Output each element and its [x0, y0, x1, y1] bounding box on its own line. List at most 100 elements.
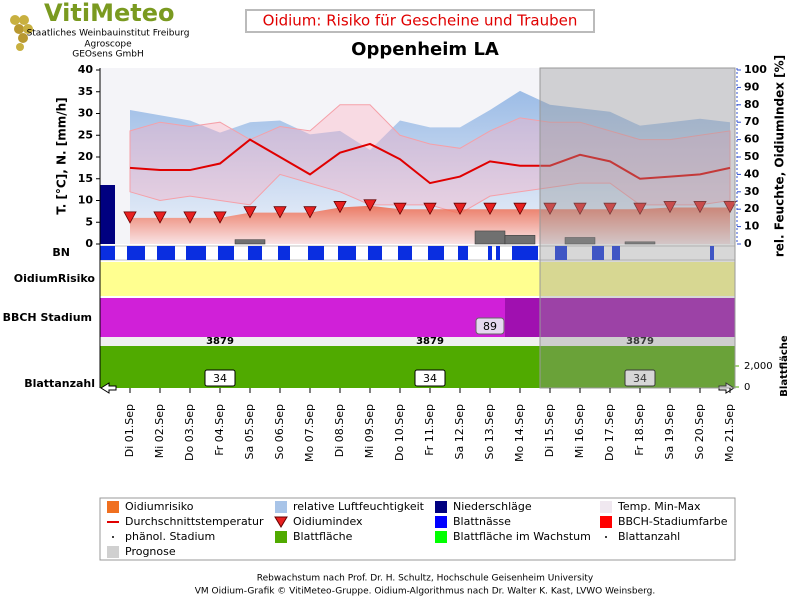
oidium-marker: [573, 202, 587, 216]
bbch-label: 89: [483, 320, 497, 333]
x-tick-label: Fr 18.Sep: [633, 404, 646, 456]
y3-tick-label: 0: [744, 382, 750, 393]
leaf-wetness: [100, 246, 714, 260]
oidium-marker: [303, 206, 317, 219]
legend-swatch: [435, 516, 447, 528]
oidium-marker: [183, 211, 197, 224]
legend-label: phänol. Stadium: [125, 530, 215, 543]
legend-box: [99, 497, 736, 561]
oidium-marker: [363, 199, 377, 212]
oidium-marker: [243, 206, 257, 219]
x-tick-label: So 20.Sep: [693, 404, 706, 459]
y-axis-label: T. [°C], N. [mm/h]: [55, 97, 69, 214]
oidium-marker: [333, 201, 347, 214]
legend-label: Oidiumrisiko: [125, 500, 194, 513]
y2-tick-label: 0: [744, 237, 752, 250]
leaf-count: 34: [423, 372, 437, 385]
legend-label: Blattfläche: [293, 530, 353, 543]
x-tick-label: Fr 04.Sep: [213, 404, 226, 456]
oidium-marker: [543, 202, 557, 216]
y-tick-label: 25: [78, 128, 93, 141]
forecast-region: [539, 67, 736, 389]
precipitation-early: [100, 185, 115, 244]
oidium-marker: [423, 202, 437, 216]
y2-tick-label: 30: [744, 185, 760, 198]
legend-swatch: [107, 546, 119, 558]
leaf-count: 34: [633, 372, 647, 385]
row-label: BN: [52, 246, 70, 259]
x-tick-label: Di 08.Sep: [333, 404, 346, 457]
bbch-row: [100, 298, 505, 337]
x-tick-label: Mo 14.Sep: [513, 404, 526, 462]
leaf-count-box: [414, 369, 446, 387]
y-tick-label: 35: [78, 85, 93, 98]
legend-swatch: [605, 536, 607, 538]
y2-tick-label: 40: [744, 167, 760, 180]
institute: Staatliches Weinbauinstitut Freiburg: [27, 29, 190, 39]
oidium-marker: [273, 206, 287, 219]
y-tick-label: 10: [78, 194, 94, 207]
x-tick-label: Fr 11.Sep: [423, 404, 436, 456]
oidium-marker: [513, 202, 527, 216]
title-box: [245, 9, 595, 33]
oidium-marker: [483, 202, 497, 216]
legend-swatch: [275, 501, 287, 513]
y2-tick-label: 70: [744, 115, 760, 128]
phenol-label: 3879: [206, 336, 234, 347]
y2-tick-label: 60: [744, 133, 760, 146]
logo: [10, 15, 33, 51]
legend-swatch: [600, 501, 612, 513]
x-tick-label: Do 03.Sep: [183, 404, 196, 461]
footer: Rebwachstum nach Prof. Dr. H. Schultz, H…: [257, 574, 594, 584]
scroll-arrow: [100, 382, 117, 394]
y-tick-label: 40: [78, 63, 94, 76]
phenol-row: [100, 337, 735, 346]
y3-tick-label: 2,000: [744, 361, 773, 372]
y-tick-label: 15: [78, 172, 93, 185]
precipitation-bar: [474, 230, 506, 245]
oidium-marker: [633, 202, 647, 216]
legend-label: Blattfläche im Wachstum: [453, 530, 591, 543]
row-label: OidiumRisiko: [14, 272, 96, 285]
oidium-marker: [693, 201, 707, 214]
oidium-marker: [393, 202, 407, 216]
y2-tick-label: 100: [744, 63, 767, 76]
risk-row: [100, 262, 735, 296]
x-tick-label: Di 01.Sep: [123, 404, 136, 457]
x-tick-label: Mi 02.Sep: [153, 404, 166, 458]
leaf-count: 34: [213, 372, 227, 385]
logo-text: VitiMeteo: [44, 0, 174, 27]
legend-label: Blattanzahl: [618, 530, 680, 543]
x-tick-label: Sa 05.Sep: [243, 404, 256, 459]
y2-axis-label: rel. Feuchte, OidiumIndex [%]: [773, 55, 787, 257]
x-tick-label: Mo 21.Sep: [723, 404, 736, 462]
x-tick-label: Do 10.Sep: [393, 404, 406, 461]
mean-temp-line: [129, 138, 731, 185]
precipitation-bar: [234, 239, 266, 245]
x-tick-label: Mo 07.Sep: [303, 404, 316, 462]
precipitation-bar: [624, 241, 656, 245]
y-tick-label: 30: [78, 107, 94, 120]
x-tick-label: Mi 09.Sep: [363, 404, 376, 458]
x-tick-label: Sa 19.Sep: [663, 404, 676, 459]
legend-label: Prognose: [125, 545, 176, 558]
legend-swatch: [435, 531, 447, 543]
y-tick-label: 5: [85, 215, 93, 228]
precipitation-bar: [564, 237, 596, 245]
oidium-marker: [663, 201, 677, 214]
x-tick-label: Do 17.Sep: [603, 404, 616, 461]
temp-band: [129, 104, 731, 215]
x-tick-label: Mi 16.Sep: [573, 404, 586, 458]
oidium-marker: [603, 202, 617, 216]
legend-swatch: [112, 536, 114, 538]
row-label: Blattfläche: [779, 335, 790, 397]
footer: VM Oidium-Grafik © VitiMeteo-Gruppe. Oid…: [195, 587, 655, 597]
oidium-marker: [213, 211, 227, 224]
legend-label: Niederschläge: [453, 500, 532, 513]
phenol-label: 3879: [416, 336, 444, 347]
institute: GEOsens GmbH: [72, 50, 143, 60]
precipitation-bar: [504, 235, 536, 245]
oidium-marker: [723, 201, 737, 214]
legend-label: BBCH-Stadiumfarbe: [618, 515, 728, 528]
